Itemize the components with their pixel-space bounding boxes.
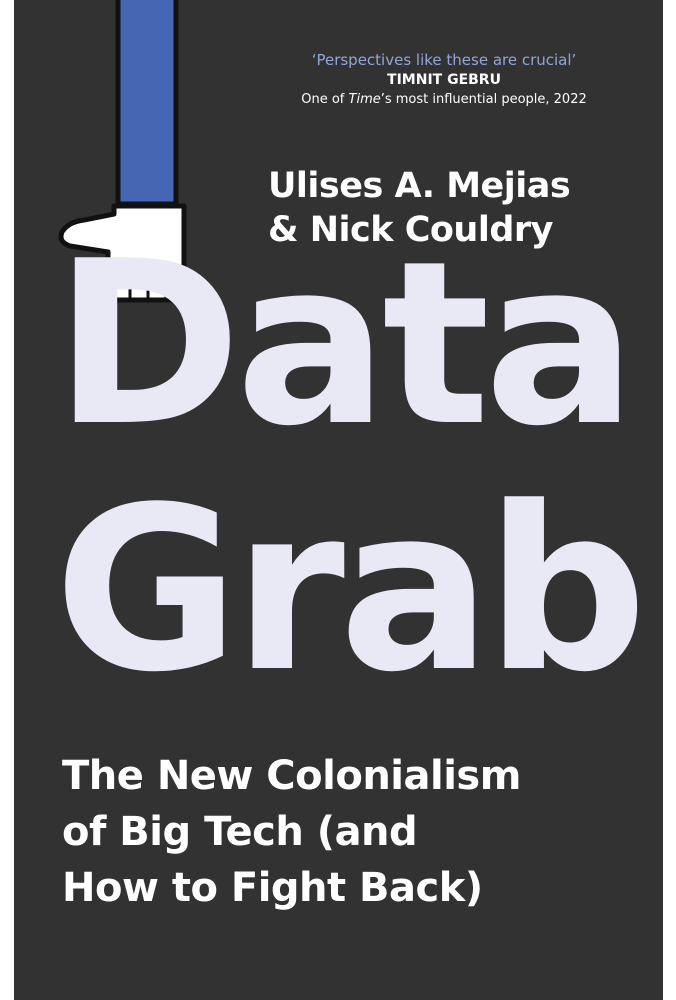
quote-text: ‘Perspectives like these are crucial’: [311, 51, 577, 69]
author-line-2: & Nick Couldry: [268, 210, 553, 250]
quote-credit: One of Time’s most influential people, 2…: [301, 92, 587, 107]
book-subtitle: The New Colonialism of Big Tech (and How…: [62, 748, 642, 916]
quote-author: TIMNIT GEBRU: [387, 72, 501, 88]
author-names: Ulises A. Mejias & Nick Couldry: [268, 164, 571, 252]
endorsement-quote: ‘Perspectives like these are crucial’ TI…: [254, 50, 634, 110]
title-word-grab: Grab: [54, 459, 647, 722]
subtitle-line-1: The New Colonialism: [62, 753, 521, 799]
thumbs-down-hand-icon: [58, 0, 187, 303]
subtitle-line-2: of Big Tech (and: [62, 809, 418, 855]
subtitle-line-3: How to Fight Back): [62, 865, 483, 911]
author-line-1: Ulises A. Mejias: [268, 166, 571, 206]
title-word-data: Data: [54, 213, 637, 476]
book-cover: ‘Perspectives like these are crucial’ TI…: [14, 0, 663, 1000]
